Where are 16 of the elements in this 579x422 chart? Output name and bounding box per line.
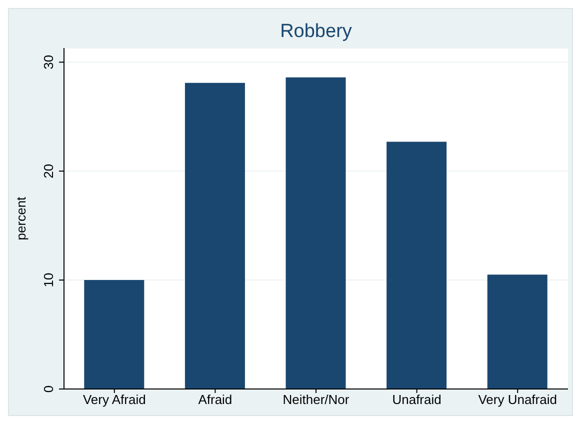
x-tick-label: Unafraid: [392, 392, 442, 408]
x-tick-label: Neither/Nor: [282, 392, 350, 408]
y-tick-label: 20: [41, 164, 56, 178]
bar: [386, 142, 447, 389]
chart-title: Robbery: [279, 21, 353, 43]
y-axis-title: percent: [14, 196, 29, 240]
bar: [84, 280, 144, 389]
x-tick-label: Very Afraid: [82, 392, 146, 408]
x-tick-label: Very Unafraid: [478, 392, 557, 408]
y-tick-label: 30: [41, 54, 56, 70]
x-tick-label: Afraid: [198, 392, 232, 408]
bar: [184, 82, 245, 389]
y-tick-label: 10: [41, 272, 56, 288]
y-tick-label: 0: [41, 385, 56, 393]
bar: [487, 274, 548, 389]
bar: [286, 77, 346, 389]
